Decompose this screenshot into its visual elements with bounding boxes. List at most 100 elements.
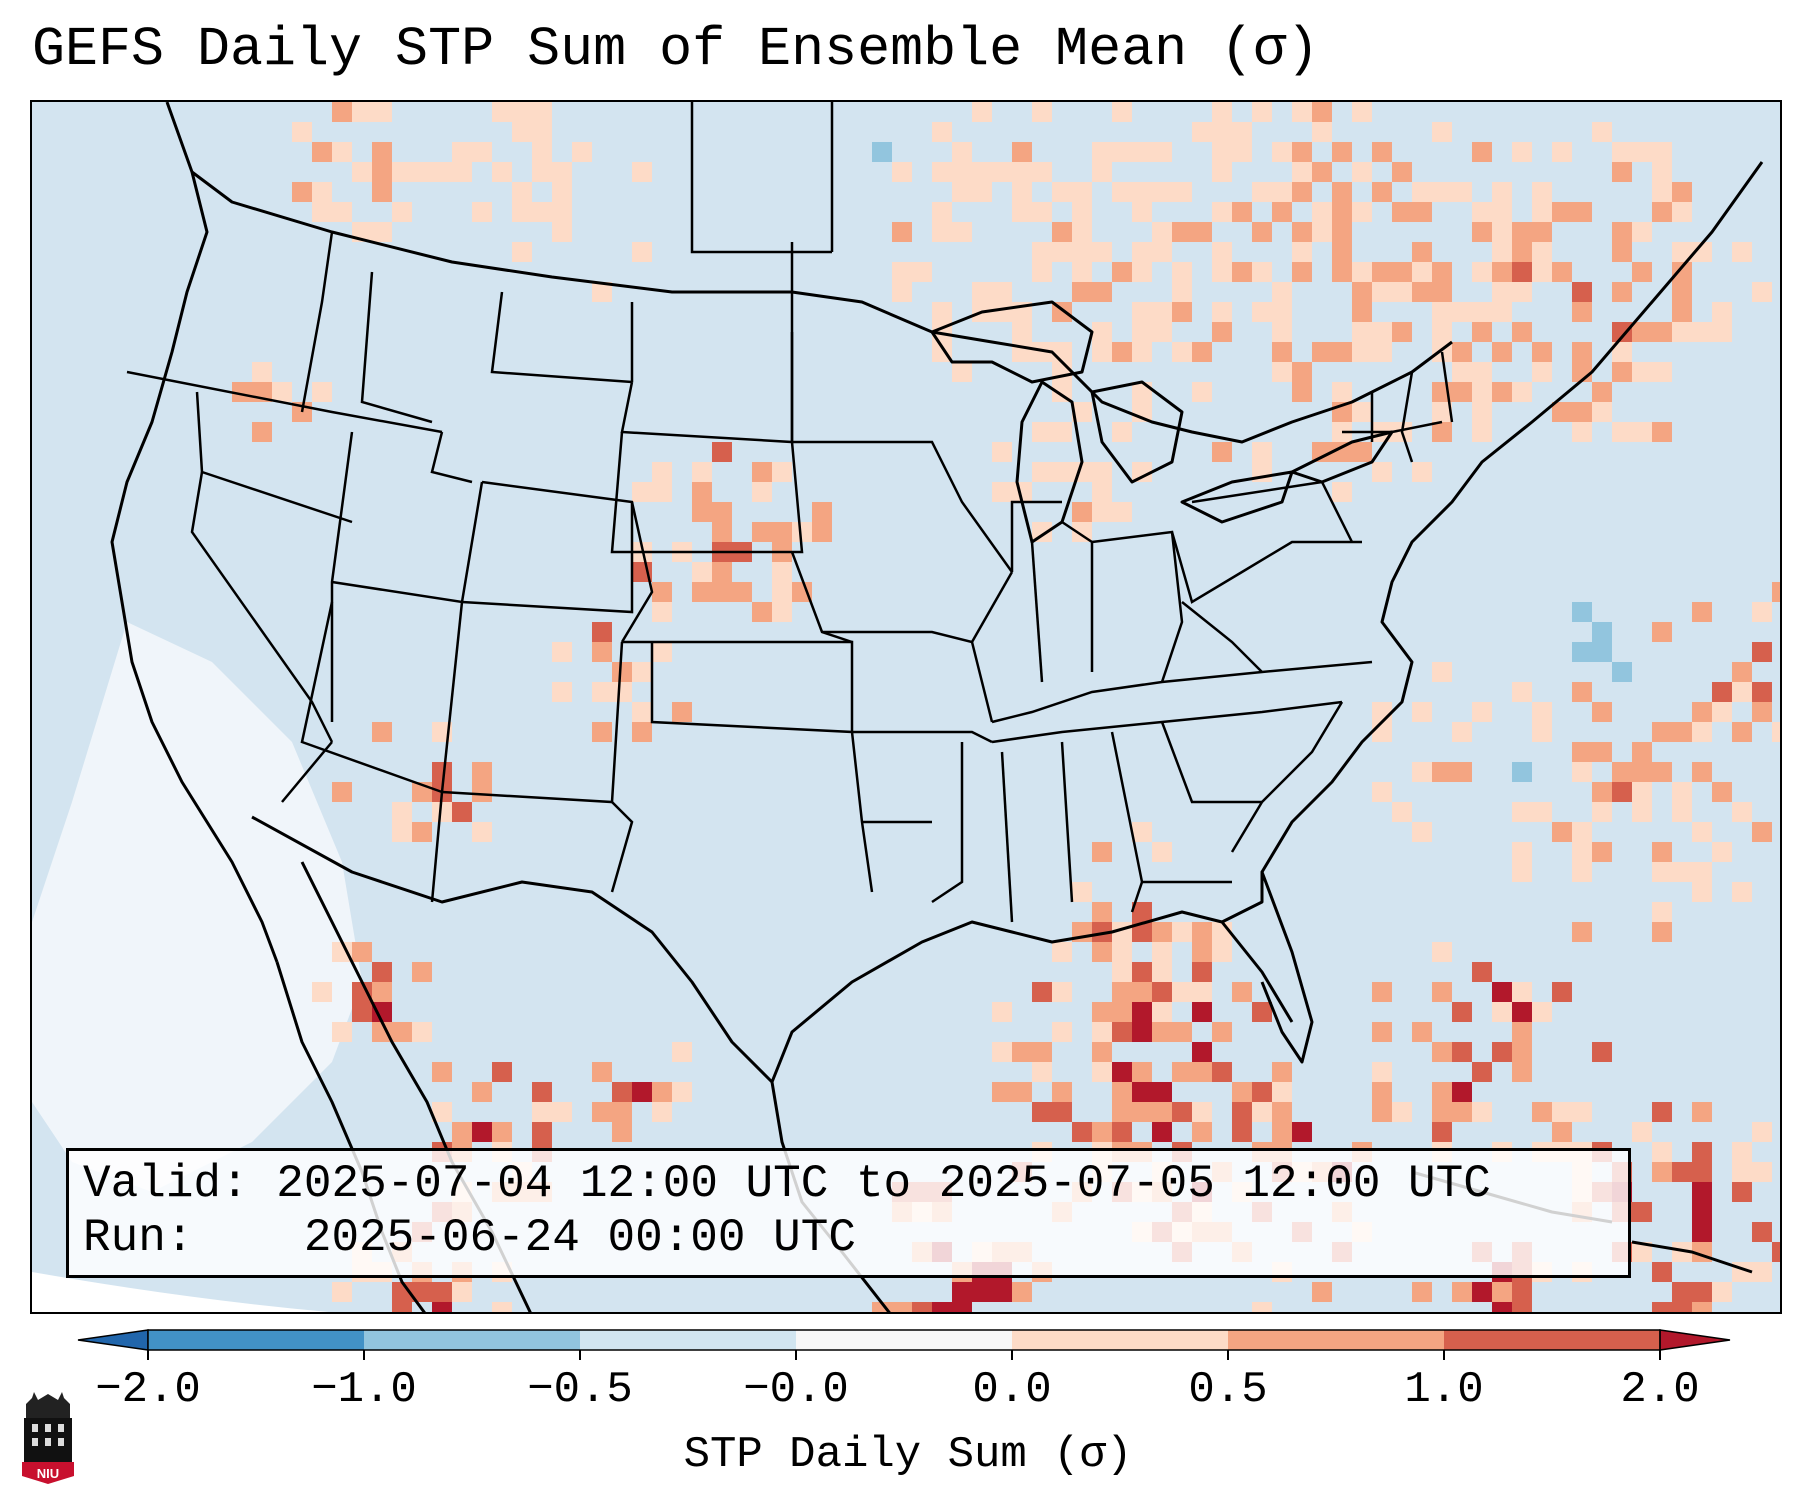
- stp-cell: [1312, 442, 1332, 462]
- stp-cell: [1192, 1122, 1212, 1142]
- stp-cell: [1072, 402, 1092, 422]
- stp-cell: [252, 422, 272, 442]
- stp-cell: [1532, 262, 1552, 282]
- stp-cell: [1652, 842, 1672, 862]
- stp-cell: [1392, 262, 1412, 282]
- stp-cell: [1172, 342, 1192, 362]
- colorbar-tick-label: 0.5: [1188, 1365, 1268, 1415]
- stp-cell: [1112, 422, 1132, 442]
- stp-cell: [1532, 242, 1552, 262]
- stp-cell: [392, 802, 412, 822]
- stp-cell: [1012, 142, 1032, 162]
- map-panel: [30, 100, 1782, 1314]
- stp-cell: [1652, 162, 1672, 182]
- stp-cell: [1492, 1302, 1512, 1312]
- stp-cell: [1332, 262, 1352, 282]
- stp-cell: [1572, 422, 1592, 442]
- stp-cell: [1292, 102, 1312, 122]
- stp-cell: [632, 162, 652, 182]
- stp-cell: [1572, 202, 1592, 222]
- stp-cell: [1152, 1122, 1172, 1142]
- stp-cell: [1392, 322, 1412, 342]
- stp-cell: [1192, 1102, 1212, 1122]
- stp-cell: [1032, 1062, 1052, 1082]
- stp-cell: [1632, 762, 1652, 782]
- stp-cell: [992, 1082, 1012, 1102]
- stp-cell: [1472, 142, 1492, 162]
- stp-cell: [1472, 322, 1492, 342]
- stp-cell: [1512, 842, 1532, 862]
- stp-cell: [1712, 702, 1732, 722]
- stp-cell: [1272, 302, 1292, 322]
- stp-cell: [1492, 222, 1512, 242]
- stp-cell: [992, 302, 1012, 322]
- stp-cell: [1672, 182, 1692, 202]
- stp-cell: [1092, 1122, 1112, 1142]
- stp-cell: [1592, 122, 1612, 142]
- stp-cell: [1212, 442, 1232, 462]
- stp-cell: [1472, 1062, 1492, 1082]
- stp-cell: [932, 222, 952, 242]
- stp-cell: [612, 682, 632, 702]
- stp-cell: [1452, 382, 1472, 402]
- stp-cell: [932, 302, 952, 322]
- stp-cell: [1652, 142, 1672, 162]
- stp-cell: [1612, 782, 1632, 802]
- stp-cell: [992, 442, 1012, 462]
- stp-cell: [1632, 1122, 1652, 1142]
- stp-cell: [512, 122, 532, 142]
- stp-cell: [1652, 1302, 1672, 1312]
- stp-cell: [1492, 302, 1512, 322]
- stp-cell: [412, 822, 432, 842]
- stp-cell: [1092, 502, 1112, 522]
- stp-cell: [1432, 262, 1452, 282]
- stp-cell: [1352, 402, 1372, 422]
- stp-cell: [432, 802, 452, 822]
- stp-cell: [1392, 202, 1412, 222]
- stp-cell: [1732, 1142, 1752, 1162]
- stp-cell: [1632, 782, 1652, 802]
- stp-cell: [1272, 342, 1292, 362]
- stp-cell: [1452, 762, 1472, 782]
- stp-cell: [1232, 202, 1252, 222]
- stp-cell: [652, 482, 672, 502]
- colorbar-bin: [796, 1330, 1012, 1350]
- stp-cell: [532, 102, 552, 122]
- stp-cell: [1672, 1242, 1692, 1262]
- stp-cell: [1772, 582, 1780, 602]
- stp-cell: [1312, 222, 1332, 242]
- stp-cell: [1452, 1102, 1472, 1122]
- stp-cell: [1272, 1122, 1292, 1142]
- run-time: 2025-06-24 00:00 UTC: [303, 1212, 856, 1264]
- stp-cell: [1572, 762, 1592, 782]
- stp-cell: [1012, 1282, 1032, 1302]
- stp-cell: [972, 282, 992, 302]
- stp-cell: [1112, 502, 1132, 522]
- stp-cell: [1432, 322, 1452, 342]
- stp-cell: [1092, 1062, 1112, 1082]
- stp-cell: [912, 262, 932, 282]
- stp-cell: [1132, 182, 1152, 202]
- stp-cell: [952, 1282, 972, 1302]
- stp-cell: [1152, 962, 1172, 982]
- stp-cell: [292, 122, 312, 142]
- stp-cell: [1192, 382, 1212, 402]
- stp-cell: [512, 102, 532, 122]
- stp-cell: [1172, 1022, 1192, 1042]
- stp-cell: [972, 162, 992, 182]
- stp-cell: [1352, 262, 1372, 282]
- stp-cell: [772, 562, 792, 582]
- stp-cell: [1452, 1042, 1472, 1062]
- stp-cell: [1012, 182, 1032, 202]
- colorbar-tick-label: −1.0: [311, 1365, 417, 1415]
- stp-cell: [1112, 142, 1132, 162]
- stp-cell: [392, 1302, 412, 1312]
- stp-cell: [1732, 242, 1752, 262]
- stp-cell: [1552, 982, 1572, 1002]
- stp-cell: [1512, 1022, 1532, 1042]
- stp-cell: [892, 262, 912, 282]
- stp-cell: [512, 202, 532, 222]
- stp-cell: [372, 162, 392, 182]
- stp-cell: [1052, 942, 1072, 962]
- stp-cell: [472, 1122, 492, 1142]
